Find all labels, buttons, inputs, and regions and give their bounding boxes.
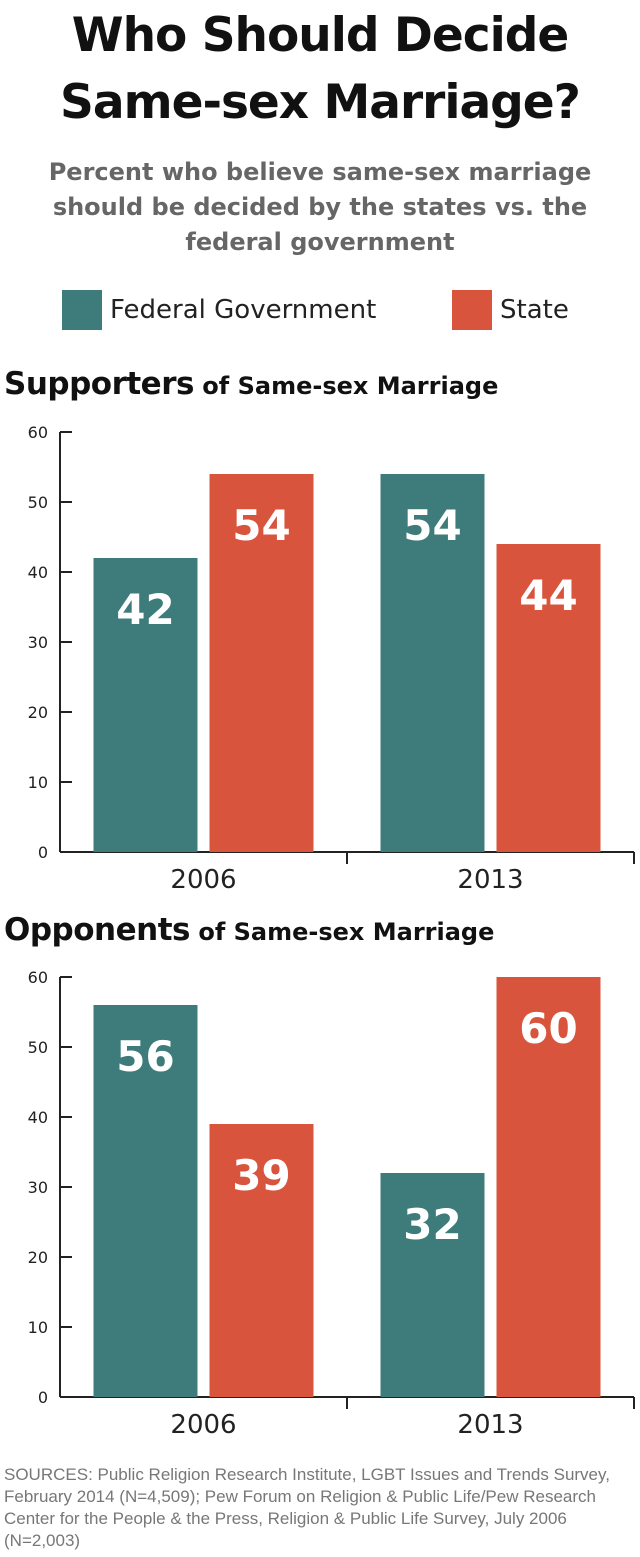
data-label: 60 — [519, 1004, 577, 1053]
chart-heading-supporters: Supporters of Same-sex Marriage — [4, 366, 498, 402]
x-tick-label: 2006 — [170, 865, 236, 895]
y-tick-label: 10 — [28, 773, 48, 792]
supporters-bar-chart: 0 10 20 30 40 50 60 42 54 2006 54 44 2013 — [28, 423, 635, 895]
y-tick-label: 10 — [28, 1318, 48, 1337]
data-label: 42 — [116, 585, 174, 634]
data-label: 32 — [403, 1200, 461, 1249]
data-label: 44 — [519, 571, 577, 620]
legend-label-federal: Federal Government — [110, 295, 377, 325]
bar-federal-government-2013 — [380, 1173, 485, 1397]
opponents-bar-chart: 0 10 20 30 40 50 60 56 39 2006 32 60 2013 — [28, 968, 635, 1440]
y-tick-label: 0 — [38, 1388, 48, 1407]
chart-heading-strong: Supporters — [4, 366, 194, 402]
data-label: 56 — [116, 1032, 174, 1081]
legend-label-state: State — [500, 295, 569, 325]
bar-state-2006 — [209, 474, 314, 852]
chart-heading-opponents: Opponents of Same-sex Marriage — [4, 912, 494, 948]
legend-swatch-state — [452, 290, 492, 330]
y-tick-label: 40 — [28, 563, 48, 582]
y-tick-label: 20 — [28, 1248, 48, 1267]
y-tick-label: 20 — [28, 703, 48, 722]
chart-heading-strong: Opponents — [4, 912, 190, 948]
y-tick-label: 50 — [28, 1038, 48, 1057]
y-tick-label: 30 — [28, 1178, 48, 1197]
y-tick-label: 60 — [28, 968, 48, 987]
bar-state-2013 — [496, 544, 601, 852]
bar-federal-government-2006 — [93, 1005, 198, 1397]
y-tick-label: 60 — [28, 423, 48, 442]
bar-state-2006 — [209, 1124, 314, 1397]
y-tick-label: 0 — [38, 843, 48, 862]
legend-item-federal: Federal Government — [62, 290, 376, 330]
legend-swatch-federal — [62, 290, 102, 330]
chart-heading-rest: of Same-sex Marriage — [189, 918, 495, 946]
bar-state-2013 — [496, 977, 601, 1397]
x-tick-label: 2013 — [457, 865, 523, 895]
data-label: 54 — [232, 501, 290, 550]
bar-federal-government-2006 — [93, 558, 198, 852]
x-tick-label: 2013 — [457, 1410, 523, 1440]
sources-note: SOURCES: Public Religion Research Instit… — [4, 1465, 610, 1550]
bar-federal-government-2013 — [380, 474, 485, 852]
data-label: 39 — [232, 1151, 290, 1200]
data-label: 54 — [403, 501, 461, 550]
y-tick-label: 50 — [28, 493, 48, 512]
page-subtitle: Percent who believe same-sex marriage sh… — [48, 158, 592, 256]
page-title: Who Should Decide Same-sex Marriage? — [60, 8, 581, 130]
legend-item-state: State — [452, 290, 569, 330]
chart-heading-rest: of Same-sex Marriage — [193, 372, 499, 400]
y-tick-label: 40 — [28, 1108, 48, 1127]
y-tick-label: 30 — [28, 633, 48, 652]
x-tick-label: 2006 — [170, 1410, 236, 1440]
